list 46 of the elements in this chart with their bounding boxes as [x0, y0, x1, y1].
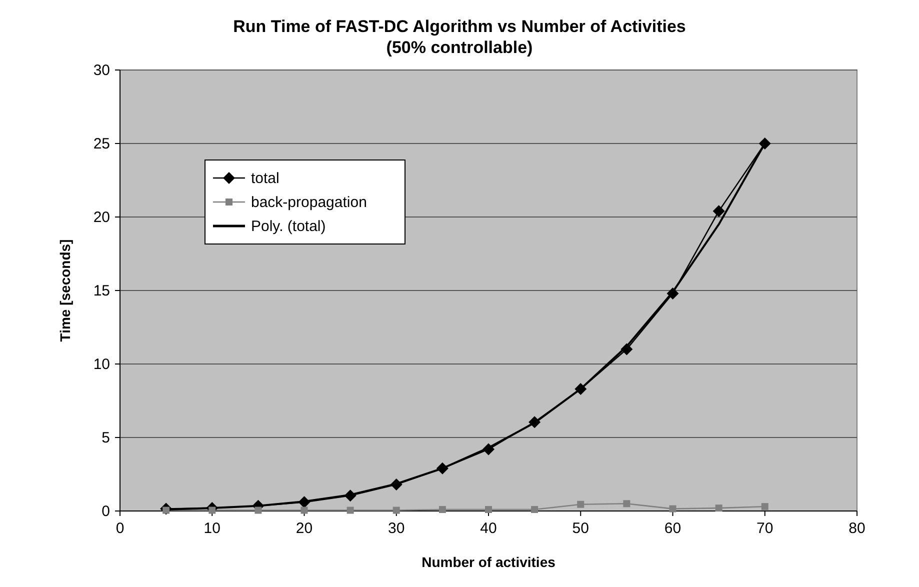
- point: [620, 343, 633, 356]
- y-tick-label: 10: [93, 356, 110, 373]
- point: [436, 462, 448, 474]
- x-tick-label: 20: [296, 520, 313, 537]
- x-axis-title: Number of activities: [422, 554, 556, 570]
- point: [574, 382, 587, 395]
- y-tick-label: 20: [93, 209, 110, 226]
- x-tick-label: 0: [116, 520, 124, 537]
- x-tick-label: 40: [480, 520, 497, 537]
- x-tick-label: 60: [664, 520, 682, 537]
- point: [761, 503, 768, 510]
- chart-title: Run Time of FAST-DC Algorithm vs Number of Activities: [233, 17, 686, 36]
- point: [577, 500, 584, 508]
- point: [712, 205, 725, 218]
- legend-label: total: [251, 170, 280, 187]
- point: [298, 496, 310, 508]
- point: [485, 506, 492, 514]
- point: [715, 504, 722, 512]
- point: [392, 506, 400, 514]
- point: [438, 506, 446, 514]
- point: [344, 490, 356, 502]
- point: [300, 506, 308, 514]
- point: [623, 500, 630, 508]
- chart-subtitle: (50% controllable): [386, 38, 533, 57]
- point: [528, 416, 541, 428]
- point: [669, 505, 676, 512]
- y-tick-label: 25: [93, 136, 110, 152]
- y-tick-label: 5: [102, 430, 110, 446]
- x-tick-label: 80: [848, 520, 866, 537]
- point: [390, 478, 402, 491]
- point: [531, 506, 538, 514]
- point: [758, 138, 771, 150]
- y-tick-label: 0: [102, 503, 110, 520]
- point: [346, 506, 354, 514]
- y-tick-label: 15: [93, 282, 110, 300]
- y-axis-title: Time [seconds]: [57, 239, 73, 342]
- point: [482, 443, 494, 456]
- point: [254, 506, 262, 514]
- x-tick-label: 30: [388, 520, 405, 537]
- legend-label: Poly. (total): [251, 218, 326, 235]
- x-tick-label: 70: [756, 520, 774, 537]
- y-tick-label: 30: [93, 62, 110, 79]
- x-tick-label: 10: [204, 520, 220, 537]
- x-tick-label: 50: [572, 520, 589, 537]
- legend-label: back-propagation: [251, 194, 367, 211]
- point: [666, 287, 679, 300]
